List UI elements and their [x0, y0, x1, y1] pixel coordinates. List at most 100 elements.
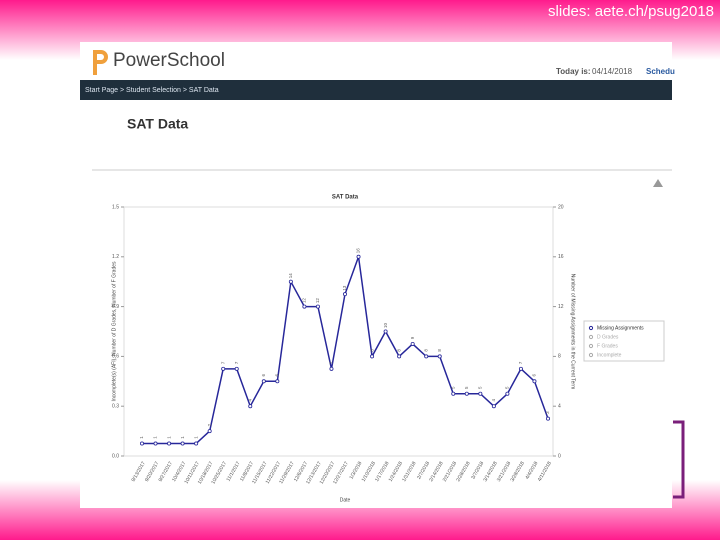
logo: PowerSchool — [113, 50, 225, 71]
page-title: SAT Data — [127, 116, 188, 132]
data-label: 13 — [342, 285, 347, 291]
chart-title: SAT Data — [332, 195, 359, 201]
logo-icon-inner — [97, 54, 104, 60]
legend-entry: D Grades — [597, 334, 619, 340]
data-label: 6 — [532, 374, 537, 377]
point — [207, 429, 212, 434]
plot-area — [123, 206, 554, 457]
data-label: 6 — [275, 374, 280, 377]
point — [167, 441, 172, 446]
data-label: 7 — [234, 361, 239, 364]
point — [288, 279, 293, 284]
today-date: 04/14/2018 — [592, 67, 633, 76]
data-label: 9 — [410, 336, 415, 339]
legend-symbol — [588, 343, 594, 349]
point — [424, 354, 429, 359]
breadcrumb[interactable]: Start Page > Student Selection > SAT Dat… — [85, 87, 219, 94]
y2-tick-label: 8 — [558, 354, 561, 360]
point — [410, 341, 415, 346]
nav-bar — [80, 80, 672, 100]
bracket — [673, 420, 685, 499]
schedule-link[interactable]: Schedu — [646, 67, 675, 76]
point — [315, 304, 320, 309]
point — [437, 354, 442, 359]
data-label: 4 — [247, 398, 252, 401]
legend-symbol — [588, 325, 594, 331]
y-tick-label: 0.0 — [112, 453, 119, 459]
today-label: Today is: — [556, 67, 591, 76]
data-label: 6 — [261, 374, 266, 377]
legend-entry: F Grades — [597, 343, 618, 349]
data-label: 2 — [207, 423, 212, 426]
x-axis-label: Date — [340, 497, 351, 503]
data-label: 12 — [315, 298, 320, 304]
data-label: 7 — [220, 361, 225, 364]
legend-symbol — [588, 334, 594, 340]
data-label: 8 — [396, 349, 401, 352]
point — [478, 391, 483, 396]
legend-entry: Incomplete — [597, 352, 622, 358]
data-label: 1 — [180, 436, 185, 439]
point — [518, 366, 523, 371]
point — [546, 416, 551, 421]
data-label: 8 — [369, 349, 374, 352]
data-label: 7 — [329, 361, 334, 364]
y2-tick-label: 12 — [558, 304, 564, 310]
y2-tick-label: 0 — [558, 453, 561, 459]
data-label: 3 — [545, 411, 550, 414]
point — [248, 404, 253, 409]
data-label: 5 — [478, 386, 483, 389]
point — [221, 366, 226, 371]
y-axis-label: Incomplete(s) (AFI), Number of D Grades,… — [111, 261, 117, 402]
export-icon[interactable] — [653, 179, 663, 187]
y-tick-label: 1.5 — [112, 204, 119, 210]
data-label: 5 — [505, 386, 510, 389]
y2-tick-label: 16 — [558, 254, 564, 260]
point — [451, 391, 456, 396]
logo-icon — [93, 50, 108, 75]
data-label: 8 — [423, 349, 428, 352]
data-label: 5 — [450, 386, 455, 389]
point — [356, 254, 361, 259]
point — [302, 304, 307, 309]
y-tick-label: 0.9 — [112, 304, 119, 310]
point — [139, 441, 144, 446]
point — [342, 292, 347, 297]
data-label: 14 — [288, 273, 293, 279]
screenshot — [80, 42, 672, 508]
y2-tick-label: 4 — [558, 404, 561, 410]
data-label: 16 — [356, 248, 361, 254]
data-label: 1 — [193, 436, 198, 439]
point — [194, 441, 199, 446]
legend-entry: Missing Assignments — [597, 325, 644, 331]
point — [383, 329, 388, 334]
point — [397, 354, 402, 359]
point — [491, 404, 496, 409]
slide-link: slides: aete.ch/psug2018 — [548, 3, 714, 20]
point — [464, 391, 469, 396]
data-label: 1 — [139, 436, 144, 439]
point — [234, 366, 239, 371]
legend-box — [583, 320, 665, 362]
y2-axis-label: Number of Missing Assignments in the Cur… — [570, 274, 576, 390]
y-tick-label: 1.2 — [112, 254, 119, 260]
y2-tick-label: 20 — [558, 204, 564, 210]
point — [505, 391, 510, 396]
point — [275, 379, 280, 384]
point — [329, 366, 334, 371]
data-label: 5 — [464, 386, 469, 389]
data-label: 1 — [166, 436, 171, 439]
data-label: 4 — [491, 398, 496, 401]
data-label: 12 — [302, 298, 307, 304]
data-label: 10 — [383, 323, 388, 329]
point — [370, 354, 375, 359]
point — [532, 379, 537, 384]
data-label: 1 — [153, 436, 158, 439]
point — [180, 441, 185, 446]
legend-symbol — [588, 352, 594, 358]
y-tick-label: 0.3 — [112, 404, 119, 410]
y-tick-label: 0.6 — [112, 354, 119, 360]
data-label: 8 — [437, 349, 442, 352]
data-label: 7 — [518, 361, 523, 364]
